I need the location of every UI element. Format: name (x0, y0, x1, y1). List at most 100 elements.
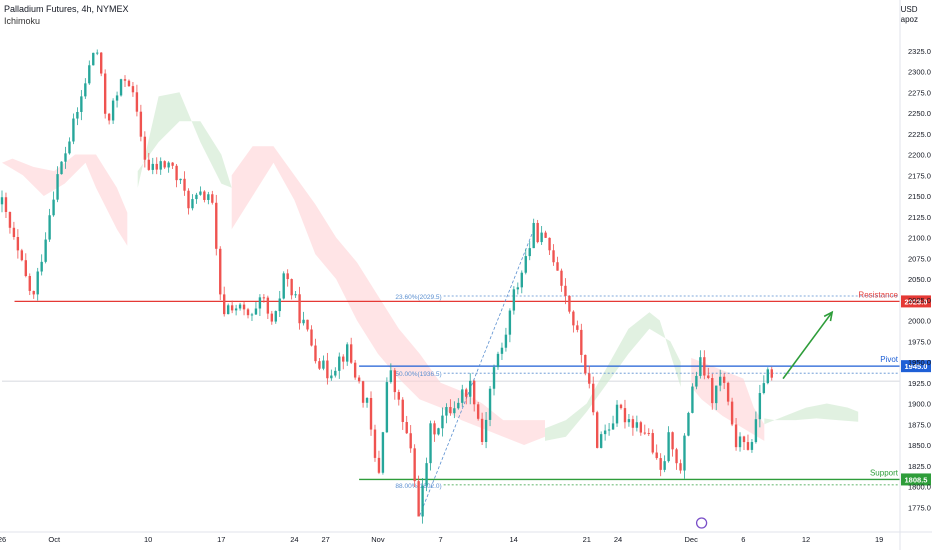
candle[interactable] (695, 375, 698, 387)
candle[interactable] (472, 380, 476, 405)
candle[interactable] (453, 408, 456, 414)
candle[interactable] (230, 305, 234, 311)
candle[interactable] (520, 272, 523, 288)
candle[interactable] (139, 111, 143, 137)
candle[interactable] (421, 485, 424, 517)
indicator-label[interactable]: Ichimoku (4, 16, 41, 26)
candle[interactable] (115, 95, 119, 101)
candle[interactable] (32, 290, 35, 295)
candle[interactable] (500, 347, 504, 354)
candle[interactable] (187, 190, 190, 209)
candle[interactable] (246, 309, 250, 316)
candle[interactable] (88, 65, 91, 84)
candle[interactable] (715, 385, 718, 404)
candle[interactable] (770, 369, 773, 378)
candle[interactable] (540, 232, 543, 243)
candle[interactable] (203, 191, 206, 200)
candle[interactable] (750, 442, 754, 450)
candle[interactable] (298, 294, 301, 324)
candle[interactable] (651, 433, 654, 453)
candle[interactable] (306, 319, 309, 330)
candle[interactable] (711, 378, 714, 404)
candle[interactable] (536, 222, 539, 243)
candle[interactable] (484, 419, 488, 443)
candle[interactable] (52, 199, 55, 216)
candle[interactable] (722, 376, 726, 383)
candle[interactable] (461, 389, 464, 403)
candle[interactable] (635, 422, 639, 428)
candle[interactable] (44, 239, 47, 262)
candle[interactable] (100, 52, 103, 74)
candle[interactable] (631, 419, 635, 428)
candle[interactable] (135, 92, 139, 112)
candle[interactable] (361, 381, 365, 403)
candle[interactable] (385, 382, 389, 433)
candle[interactable] (425, 463, 428, 486)
candle[interactable] (457, 402, 460, 409)
candle[interactable] (655, 452, 658, 459)
candle[interactable] (568, 295, 571, 312)
candle[interactable] (195, 194, 198, 200)
candle[interactable] (584, 354, 587, 374)
candle[interactable] (4, 197, 8, 212)
candle[interactable] (381, 432, 385, 473)
candle[interactable] (127, 80, 131, 87)
candle[interactable] (544, 232, 547, 238)
candle[interactable] (215, 202, 218, 249)
candle[interactable] (401, 399, 404, 423)
candle[interactable] (163, 161, 166, 168)
candle[interactable] (318, 361, 321, 369)
candle[interactable] (92, 52, 95, 66)
candle[interactable] (294, 294, 297, 296)
candle[interactable] (20, 250, 24, 261)
candle[interactable] (159, 161, 162, 170)
candle[interactable] (357, 377, 361, 382)
candle[interactable] (611, 423, 615, 430)
candle[interactable] (433, 423, 436, 435)
candle[interactable] (449, 407, 452, 414)
candle[interactable] (119, 79, 123, 96)
candle[interactable] (250, 314, 254, 316)
candle[interactable] (465, 389, 468, 397)
candle[interactable] (60, 161, 63, 175)
candle[interactable] (48, 215, 51, 240)
candle[interactable] (183, 178, 186, 191)
candle[interactable] (262, 297, 266, 299)
candle[interactable] (155, 163, 158, 170)
candle[interactable] (179, 178, 182, 181)
candle[interactable] (314, 345, 317, 362)
candle[interactable] (282, 273, 285, 299)
candle[interactable] (417, 481, 420, 517)
candle[interactable] (548, 237, 551, 251)
candle[interactable] (580, 329, 583, 355)
candle[interactable] (107, 113, 111, 121)
candle[interactable] (599, 434, 603, 448)
candle[interactable] (96, 52, 99, 54)
projection-arrow[interactable] (782, 310, 834, 380)
candle[interactable] (223, 294, 226, 315)
candle[interactable] (469, 380, 472, 397)
candle[interactable] (595, 412, 599, 448)
candle[interactable] (429, 423, 432, 464)
candle[interactable] (266, 297, 270, 314)
candle[interactable] (564, 285, 567, 296)
candle[interactable] (326, 360, 329, 379)
candle[interactable] (103, 73, 107, 114)
candle[interactable] (603, 430, 607, 435)
candle[interactable] (0, 197, 4, 205)
candle[interactable] (167, 162, 170, 168)
candle[interactable] (659, 458, 662, 470)
candle[interactable] (703, 357, 706, 376)
candle[interactable] (191, 199, 194, 209)
candle[interactable] (310, 329, 313, 346)
candle[interactable] (56, 174, 59, 200)
candle[interactable] (36, 271, 39, 295)
candle[interactable] (143, 136, 147, 160)
candles[interactable] (0, 49, 773, 524)
candle[interactable] (409, 433, 412, 449)
candle[interactable] (111, 100, 115, 121)
candle[interactable] (663, 461, 666, 470)
candle[interactable] (346, 344, 349, 362)
candle[interactable] (274, 311, 277, 322)
candle[interactable] (334, 370, 337, 376)
